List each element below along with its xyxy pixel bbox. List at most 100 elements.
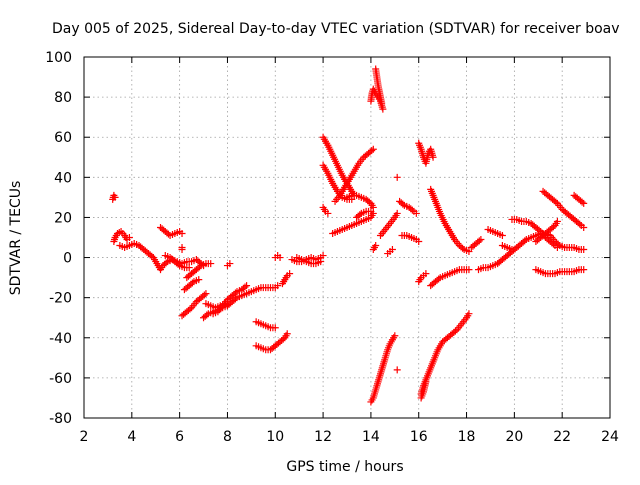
data-point: [200, 291, 208, 299]
data-point: [317, 258, 325, 266]
series-arc-20: [293, 254, 325, 268]
data-point: [231, 295, 239, 303]
y-tick-label: -20: [49, 291, 72, 307]
data-point: [475, 237, 483, 245]
series-arc-36: [396, 197, 420, 217]
data-point: [580, 223, 588, 231]
data-point: [393, 209, 401, 217]
data-point: [451, 327, 459, 335]
data-point: [186, 305, 194, 313]
y-tick-label: 100: [45, 50, 72, 66]
data-point: [412, 209, 420, 217]
data-point: [283, 330, 291, 338]
data-point: [429, 153, 437, 161]
y-tick-label: 0: [63, 251, 72, 267]
x-tick-label: 6: [175, 429, 184, 445]
series-arc-18: [278, 270, 294, 288]
data-point: [399, 200, 407, 208]
y-tick-label: 20: [54, 210, 72, 226]
data-point: [393, 366, 401, 374]
data-point: [286, 270, 294, 278]
data-point: [415, 238, 423, 246]
data-point: [393, 173, 401, 181]
series-arc-02: [110, 227, 133, 246]
data-point: [196, 263, 204, 271]
series-arc-33: [367, 332, 399, 406]
x-tick-label: 24: [601, 429, 619, 445]
y-axis-title: SDTVAR / TECUs: [8, 181, 24, 296]
data-point: [408, 206, 416, 214]
x-tick-label: 18: [458, 429, 476, 445]
series-arc-23: [319, 203, 332, 217]
series-arc-24: [331, 145, 377, 205]
series-arc-05: [161, 252, 193, 272]
data-point: [465, 248, 473, 256]
data-point: [241, 283, 249, 291]
x-tick-label: 20: [505, 429, 523, 445]
data-point: [422, 270, 430, 278]
series-arc-50: [532, 217, 561, 246]
x-tick-label: 4: [127, 429, 136, 445]
data-point: [508, 246, 516, 254]
data-point: [369, 145, 377, 153]
series-arc-51: [539, 187, 588, 231]
series-arc-08: [180, 276, 203, 294]
series-arc-27: [353, 207, 375, 221]
data-point: [578, 198, 586, 206]
x-tick-labels: 2 4 6 8 10 12 14 16 18 20 22 24: [80, 429, 619, 445]
data-point: [162, 259, 170, 267]
series-arc-35: [393, 173, 401, 181]
series-arc-37: [398, 231, 423, 246]
data-point: [207, 260, 215, 268]
series-arc-12: [209, 282, 251, 318]
series-arc-31: [376, 209, 401, 239]
series-arc-34: [393, 366, 401, 374]
x-tick-label: 8: [223, 429, 232, 445]
series-arc-06: [178, 244, 186, 254]
series-arc-30: [369, 242, 380, 254]
series-arc-25: [343, 191, 377, 211]
y-tick-label: 80: [54, 90, 72, 106]
series-arc-13: [223, 282, 282, 310]
series-arc-46: [484, 225, 506, 239]
series-arc-39: [427, 185, 473, 256]
x-tick-label: 16: [410, 429, 428, 445]
data-point: [379, 105, 387, 113]
series-arc-16: [252, 330, 291, 354]
series-arc-26: [329, 209, 377, 237]
data-point: [367, 207, 375, 215]
data-point: [231, 289, 239, 297]
series-arc-47: [498, 242, 516, 254]
series-arc-40: [415, 270, 430, 286]
data-point: [553, 244, 561, 252]
data-point: [185, 264, 193, 272]
x-axis-title: GPS time / hours: [286, 459, 403, 475]
series-arc-44: [467, 236, 485, 252]
x-tick-label: 12: [314, 429, 332, 445]
y-tick-label: -80: [49, 411, 72, 427]
data-point: [195, 276, 203, 284]
series-arc-43: [417, 378, 430, 402]
series-arc-15: [252, 318, 279, 332]
data-point: [372, 242, 380, 250]
series-arc-21: [319, 133, 358, 199]
plot-frame: [83, 56, 611, 419]
data-point: [580, 246, 588, 254]
data-point: [174, 260, 182, 268]
data-point: [178, 246, 186, 254]
data-point: [535, 226, 543, 234]
series-arc-38: [415, 139, 437, 167]
data-point: [274, 282, 282, 290]
y-tick-label: -40: [49, 331, 72, 347]
x-tick-label: 22: [553, 429, 571, 445]
y-tick-label: -60: [49, 371, 72, 387]
data-point: [549, 240, 557, 248]
series-arc-03: [116, 240, 208, 274]
data-point: [391, 332, 399, 340]
data-point: [188, 279, 196, 287]
data-point: [459, 244, 467, 252]
data-point: [435, 275, 443, 283]
data-point: [178, 229, 186, 237]
